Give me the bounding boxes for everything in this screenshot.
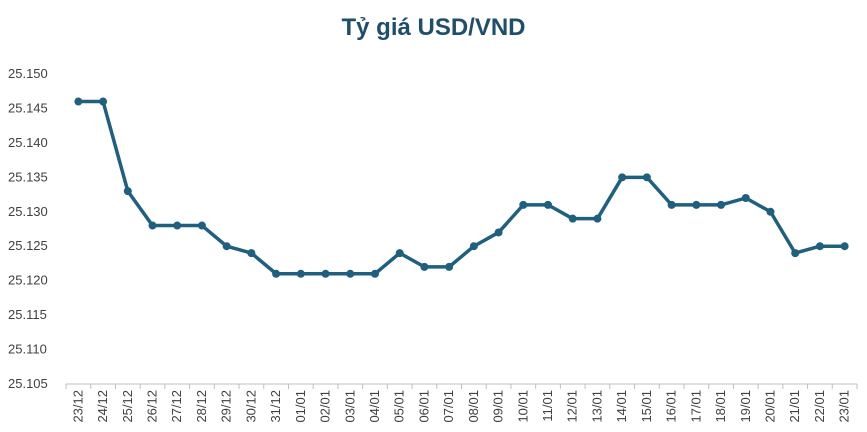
x-tick-label: 23/12 — [70, 390, 85, 423]
x-tick-label: 20/01 — [762, 390, 777, 423]
x-tick-label: 10/01 — [515, 390, 530, 423]
x-tick-label: 02/01 — [318, 390, 333, 423]
y-tick-label: 25.110 — [8, 342, 47, 357]
y-tick-label: 25.115 — [8, 307, 47, 322]
y-tick-label: 25.150 — [8, 66, 48, 81]
x-tick-label: 05/01 — [392, 390, 407, 423]
data-point — [494, 228, 503, 237]
data-point — [74, 97, 83, 106]
y-tick-label: 25.125 — [8, 238, 48, 253]
x-tick-label: 04/01 — [367, 390, 382, 423]
y-tick-label: 25.105 — [8, 376, 48, 391]
x-tick-label: 29/12 — [219, 390, 234, 423]
data-point — [123, 187, 132, 196]
x-tick-label: 11/01 — [540, 390, 555, 422]
data-point — [618, 173, 627, 182]
x-tick-label: 26/12 — [145, 390, 160, 423]
data-point — [717, 200, 726, 209]
data-point — [741, 194, 750, 202]
data-point — [544, 200, 553, 209]
x-tick-label: 09/01 — [491, 390, 506, 423]
data-point — [840, 242, 849, 251]
series-line — [76, 99, 847, 276]
x-tick-label: 17/01 — [688, 390, 703, 423]
x-tick-label: 25/12 — [120, 390, 135, 423]
data-point — [593, 214, 602, 223]
data-point — [272, 269, 281, 278]
data-point — [247, 249, 256, 258]
data-point — [321, 269, 330, 278]
data-point — [222, 242, 231, 251]
data-point — [370, 269, 379, 278]
data-point — [296, 269, 305, 278]
data-point — [99, 97, 108, 106]
data-point — [346, 269, 355, 278]
x-tick-label: 15/01 — [639, 390, 654, 423]
x-tick-label: 22/01 — [812, 390, 827, 423]
x-tick-label: 16/01 — [664, 390, 679, 423]
x-tick-label: 27/12 — [169, 390, 184, 423]
y-tick-label: 25.120 — [8, 273, 48, 288]
x-tick-label: 21/01 — [787, 390, 802, 423]
x-tick-label: 06/01 — [416, 390, 431, 423]
data-point — [173, 221, 182, 230]
x-tick-label: 01/01 — [293, 390, 308, 423]
x-tick-label: 13/01 — [589, 390, 604, 423]
data-point — [395, 249, 404, 258]
data-point — [197, 221, 206, 230]
data-point — [766, 207, 775, 216]
y-tick-label: 25.140 — [8, 135, 48, 150]
data-point — [667, 200, 676, 209]
data-point — [568, 214, 577, 223]
x-tick-label: 18/01 — [713, 390, 728, 423]
data-point — [692, 200, 701, 209]
x-tick-label: 19/01 — [738, 390, 753, 423]
data-point — [420, 262, 429, 271]
data-point — [469, 242, 478, 251]
x-tick-label: 14/01 — [614, 390, 629, 423]
x-tick-label: 08/01 — [466, 390, 481, 423]
x-tick-label: 30/12 — [243, 390, 258, 423]
data-point — [815, 242, 824, 251]
chart-title: Tỷ giá USD/VND — [341, 14, 526, 41]
x-tick-label: 07/01 — [441, 390, 456, 423]
data-point — [148, 221, 157, 230]
data-point — [445, 262, 454, 271]
y-tick-label: 25.135 — [8, 169, 48, 184]
data-point — [642, 173, 651, 182]
x-tick-label: 31/12 — [268, 390, 283, 423]
x-tick-label: 23/01 — [837, 390, 852, 423]
x-tick-label: 12/01 — [565, 390, 580, 423]
y-tick-label: 25.145 — [8, 100, 48, 115]
data-point — [519, 200, 528, 209]
data-point — [791, 249, 800, 258]
x-tick-label: 03/01 — [342, 390, 357, 423]
x-tick-label: 24/12 — [95, 390, 110, 423]
x-tick-label: 28/12 — [194, 390, 209, 423]
y-tick-label: 25.130 — [8, 204, 48, 219]
